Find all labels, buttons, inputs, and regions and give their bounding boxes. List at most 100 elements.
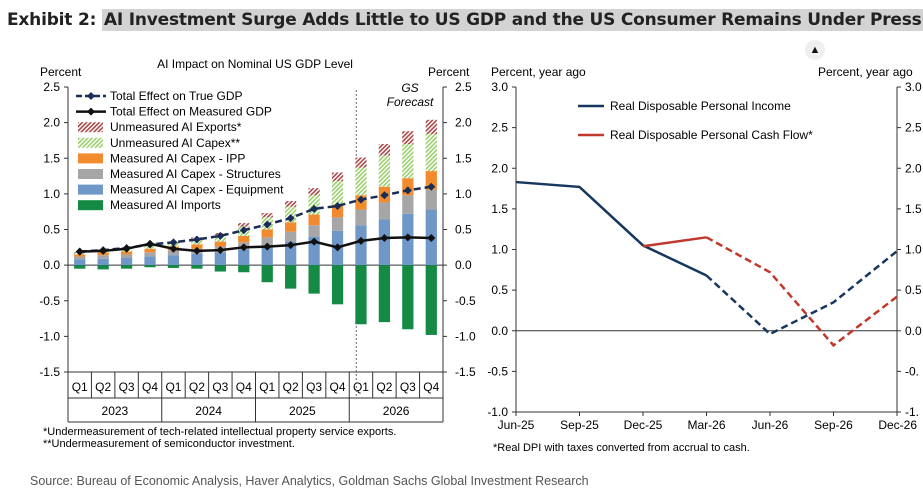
- legend-label: Measured AI Capex - IPP: [110, 151, 245, 165]
- legend-label: Total Effect on True GDP: [110, 89, 243, 103]
- left-y2-tick-label: -1.0: [455, 329, 476, 343]
- exhibit-title: Exhibit 2: AI Investment Surge Adds Litt…: [7, 9, 923, 31]
- bar-segment-negative: [120, 265, 133, 269]
- right-y-tick-label: -0.5: [487, 364, 508, 378]
- left-y2-tick-label: 2.0: [455, 116, 472, 130]
- bar-segment: [308, 214, 320, 226]
- bar-segment: [238, 249, 250, 266]
- bar-segment: [378, 144, 391, 156]
- line-marker: [169, 238, 178, 247]
- measured-gdp-line: [79, 236, 432, 253]
- bar-segment: [261, 245, 273, 266]
- bar-segment-negative: [214, 265, 226, 272]
- right-y2-tick-label: 0.0: [905, 324, 922, 338]
- quarter-label: Q1: [165, 380, 181, 394]
- quarter-label: Q3: [306, 380, 322, 394]
- line-marker: [403, 186, 412, 195]
- bar-segment: [378, 219, 391, 266]
- bar-segment: [402, 144, 414, 179]
- quarter-label: Q1: [259, 380, 275, 394]
- left-y-tick-label: -1.5: [39, 365, 60, 379]
- legend-marker: [87, 107, 95, 116]
- bar-segment: [74, 256, 86, 260]
- bar-segment: [97, 258, 109, 266]
- line-marker: [380, 234, 389, 243]
- bar-segment-negative: [74, 265, 86, 269]
- left-y2-tick-label: 1.0: [455, 187, 472, 201]
- right-y-tick-label: 3.0: [491, 80, 508, 94]
- left-y2-tick-label: 0.5: [455, 223, 472, 237]
- right-y2-tick-label: -1.: [905, 405, 919, 419]
- year-label: 2024: [195, 404, 222, 418]
- line-marker: [403, 233, 412, 242]
- bar-segment-negative: [425, 265, 437, 335]
- bar-segment: [425, 134, 437, 172]
- cashflow-line-actual: [642, 236, 707, 248]
- bar-segment: [167, 255, 180, 266]
- right-y2-tick-label: -0.: [905, 364, 919, 378]
- right-x-tick-label: Dec-26: [878, 418, 917, 432]
- left-y-tick-label: 2.0: [43, 116, 60, 130]
- quarter-label: Q2: [189, 380, 205, 394]
- quarter-label: Q3: [212, 380, 228, 394]
- right-x-tick-label: Dec-25: [624, 418, 663, 432]
- right-y2-tick-label: 0.5: [905, 283, 922, 297]
- legend-marker: [87, 92, 95, 100]
- quarter-label: Q3: [119, 380, 135, 394]
- line-marker: [263, 220, 272, 229]
- legend-label: Unmeasured AI Capex**: [110, 136, 240, 150]
- bar-segment-negative: [191, 265, 203, 269]
- bar-segment: [214, 252, 226, 266]
- year-label: 2025: [289, 404, 316, 418]
- cashflow-line-forecast: [705, 236, 898, 348]
- bar-segment-negative: [355, 265, 367, 325]
- right-legend-label: Real Disposable Personal Income: [610, 99, 791, 113]
- right-y2-axis-title: Percent, year ago: [818, 65, 913, 79]
- bar-segment-negative: [378, 265, 391, 323]
- up-arrow-icon[interactable]: ▲: [805, 40, 825, 60]
- right-y-tick-label: 1.0: [491, 243, 508, 257]
- quarter-label: Q2: [283, 380, 299, 394]
- quarter-label: Q2: [376, 380, 392, 394]
- legend-swatch: [78, 122, 103, 133]
- right-y2-tick-label: 1.5: [905, 202, 922, 216]
- bar-segment-negative: [167, 265, 180, 268]
- right-y-axis-title: Percent, year ago: [491, 65, 586, 79]
- bar-segment: [191, 253, 203, 266]
- line-marker: [310, 237, 319, 246]
- line-marker: [146, 239, 155, 248]
- bar-segment: [144, 256, 156, 266]
- bar-segment: [308, 236, 320, 266]
- bar-segment-negative: [285, 265, 297, 289]
- line-marker: [286, 241, 295, 250]
- bar-segment-negative: [97, 265, 109, 270]
- legend-swatch: [78, 153, 103, 164]
- bar-segment: [308, 225, 320, 237]
- year-label: 2026: [383, 404, 410, 418]
- line-marker: [427, 182, 436, 191]
- left-y-axis-title: Percent: [40, 65, 82, 79]
- legend-swatch: [78, 184, 103, 195]
- bar-segment: [285, 241, 297, 266]
- bar-segment: [285, 201, 297, 207]
- line-marker: [122, 244, 131, 253]
- bar-segment-negative: [144, 265, 156, 268]
- left-y-tick-label: -1.0: [39, 329, 60, 343]
- left-y-tick-label: 1.0: [43, 187, 60, 201]
- bar-segment: [355, 167, 367, 196]
- bar-segment: [238, 223, 250, 227]
- bar-segment: [261, 237, 273, 246]
- left-footnote: **Undermeasurement of semiconductor inve…: [43, 438, 295, 450]
- income-line-forecast: [705, 250, 898, 336]
- left-y2-tick-label: -1.5: [455, 365, 476, 379]
- legend-label: Measured AI Capex - Equipment: [110, 183, 284, 197]
- bar-segment: [191, 244, 203, 249]
- quarter-label: Q2: [95, 380, 111, 394]
- right-y2-tick-label: 1.0: [905, 243, 922, 257]
- left-chart-title: AI Impact on Nominal US GDP Level: [157, 57, 353, 71]
- right-y-tick-label: -1.0: [487, 405, 508, 419]
- line-marker: [75, 247, 84, 256]
- year-label: 2023: [102, 404, 129, 418]
- left-y2-axis-title: Percent: [428, 65, 470, 79]
- forecast-label-text: Forecast: [387, 95, 434, 109]
